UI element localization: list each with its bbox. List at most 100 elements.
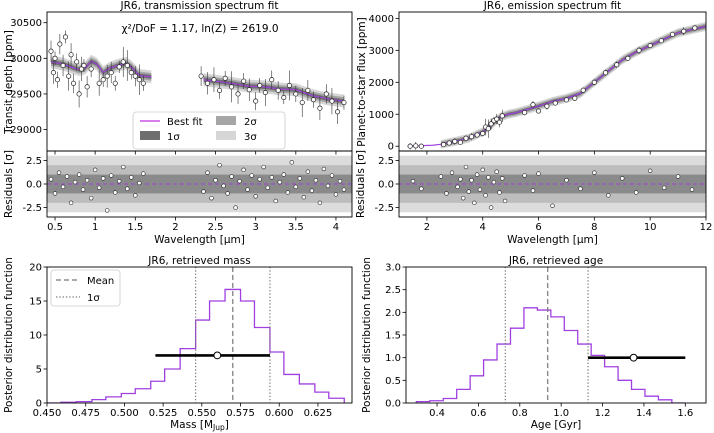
residual-point <box>229 174 234 179</box>
residual-point <box>675 174 681 179</box>
measurement-point <box>213 351 222 360</box>
residual-point <box>237 178 242 184</box>
residual-point <box>309 188 315 193</box>
y-tick-label: 2.5 <box>385 285 401 296</box>
transmission-observation <box>286 82 292 88</box>
x-tick-label: 3.5 <box>288 222 304 233</box>
residual-point <box>121 164 126 170</box>
transmission-best-fit-line <box>50 60 152 78</box>
residual-point <box>321 166 327 172</box>
residual-point <box>84 178 90 183</box>
transmission-observation <box>204 80 211 86</box>
transmission-observation <box>100 77 106 83</box>
emission-observation <box>614 62 620 68</box>
residual-point <box>76 172 82 177</box>
residual-point <box>606 193 611 198</box>
residual-point <box>201 189 206 194</box>
residual-point <box>536 171 541 176</box>
residual-1sigma-band <box>399 174 706 194</box>
mass-legend: Mean 1σ <box>50 269 121 307</box>
transmission-observation <box>66 73 72 79</box>
mass-panel: JR6, retrieved mass Posterior distributi… <box>3 255 353 432</box>
residual-point <box>522 173 527 178</box>
y-tick-label: 30000 <box>10 54 42 65</box>
transmission-observation <box>310 97 317 103</box>
residual-point <box>104 208 110 213</box>
residual-point <box>449 170 455 175</box>
transmission-observation <box>108 70 114 76</box>
transmission-observation <box>198 73 204 79</box>
x-tick-label: 0.575 <box>226 408 255 419</box>
emission-observation <box>413 143 419 149</box>
emission-residuals-content <box>399 155 706 213</box>
emission-observation <box>494 116 500 122</box>
emission-2sigma-band <box>440 23 706 148</box>
emission-xlabel: Wavelength [μm] <box>507 234 598 246</box>
residual-point <box>109 173 114 178</box>
x-tick-label: 8 <box>591 222 597 233</box>
transmission-observation <box>120 59 126 65</box>
x-tick-label: 4 <box>333 222 339 233</box>
x-tick-label: 0.475 <box>71 408 100 419</box>
mass-ylabel: Posterior distribution function <box>3 257 15 413</box>
y-tick-label: -2.5 <box>22 203 42 214</box>
residual-point <box>530 188 536 193</box>
transmission-observation <box>222 75 228 81</box>
transmission-observation <box>104 73 110 79</box>
transmission-observation <box>241 78 247 84</box>
residual-point <box>137 180 142 186</box>
transmission-observation <box>74 59 80 65</box>
residual-point <box>483 193 488 198</box>
transmission-observation <box>52 55 58 61</box>
emission-observation <box>480 130 486 136</box>
residual-point <box>241 167 246 173</box>
emission-observation <box>446 140 452 146</box>
y-tick-label: 1.0 <box>385 353 401 364</box>
x-tick-label: 10 <box>644 222 657 233</box>
y-tick-label: 0 <box>36 399 42 410</box>
emission-observation <box>544 103 550 109</box>
legend-frame <box>132 111 286 150</box>
y-tick-label: 2.5 <box>26 156 42 167</box>
x-tick-label: 12 <box>700 222 713 233</box>
transmission-observation <box>62 34 69 40</box>
legend-3sigma-swatch <box>216 131 236 140</box>
residual-point <box>113 190 118 195</box>
x-tick-label: 1 <box>92 222 98 233</box>
emission-observation <box>591 79 597 85</box>
age-axes: 0.0 0.5 1.0 1.5 2.0 2.5 3.0 0.4 0.6 0.8 1.0 1.2 1.4 1… <box>385 263 707 419</box>
plot-frame <box>405 266 707 404</box>
x-tick-label: 0.625 <box>304 408 333 419</box>
transmission-observation <box>305 87 311 93</box>
residual-point <box>273 198 278 204</box>
emission-observation <box>535 108 542 114</box>
legend-2sigma-swatch <box>216 116 236 125</box>
residual-point <box>205 170 210 175</box>
mass-plot-content <box>47 267 345 403</box>
transmission-plot-content <box>48 30 347 125</box>
residual-point <box>141 171 146 176</box>
residual-1sigma-band <box>47 174 352 194</box>
transmission-observation <box>136 77 142 83</box>
residual-point <box>317 200 323 206</box>
emission-observation <box>681 28 687 34</box>
x-tick-label: 0.5 <box>47 222 63 233</box>
emission-3sigma-band <box>440 24 706 146</box>
emission-observation <box>441 142 447 148</box>
transmission-observation <box>68 52 74 58</box>
residual-point <box>494 169 499 174</box>
residual-point <box>277 179 282 185</box>
residual-point <box>297 176 303 181</box>
mass-xlabel-main: Mass [M <box>170 419 213 431</box>
emission-observation <box>552 100 558 106</box>
transmission-observation <box>116 64 122 70</box>
y-tick-label: 29000 <box>10 125 42 136</box>
transmission-observation <box>299 99 305 106</box>
transmission-annotation: χ²/DoF = 1.17, ln(Z) = 2619.0 <box>121 23 278 35</box>
x-tick-label: 1.6 <box>677 408 693 419</box>
y-tick-label: 2000 <box>369 78 394 89</box>
residual-point <box>341 187 347 192</box>
residual-point <box>474 172 480 177</box>
residual-point <box>466 189 471 194</box>
residual-point <box>221 183 226 189</box>
